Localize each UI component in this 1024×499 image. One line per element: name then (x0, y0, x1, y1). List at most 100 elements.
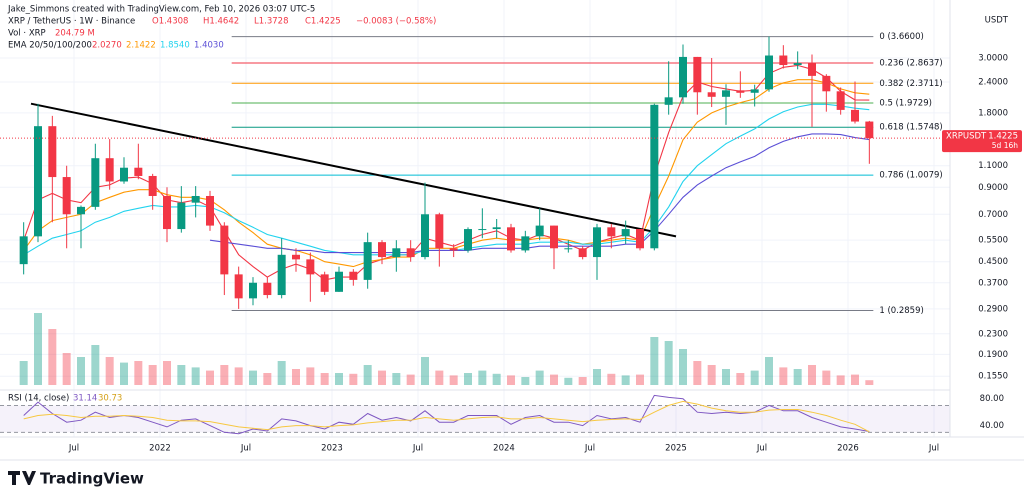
candle-body (736, 90, 745, 93)
volume-bar (378, 370, 386, 385)
volume-bar (607, 373, 616, 385)
candle-body (320, 274, 329, 292)
volume-bar (679, 349, 687, 385)
ema-line (23, 79, 870, 268)
candle-body (91, 158, 100, 207)
volume-bar (206, 370, 214, 385)
candle-body (148, 175, 157, 196)
candle-body (578, 248, 587, 258)
candle-body (478, 229, 487, 231)
candle-body (836, 91, 845, 110)
candle-body (722, 90, 730, 97)
volume-bar (435, 370, 444, 385)
volume-bar (707, 365, 716, 385)
volume-bar (636, 374, 644, 385)
countdown: 5d 16h (992, 141, 1018, 150)
ema-value: 1.8540 (160, 41, 190, 51)
x-tick-label: Jul (412, 444, 423, 454)
volume-bar (349, 373, 358, 385)
candle-body (349, 271, 358, 280)
rsi-value: 31.14 (73, 394, 97, 404)
volume-bar (564, 377, 573, 385)
candle-body (277, 254, 286, 296)
candle-body (636, 229, 644, 249)
candle-body (34, 126, 42, 237)
fib-label: 0.382 (2.3711) (879, 79, 942, 89)
candle-body (650, 104, 659, 249)
trendline (30, 102, 677, 238)
ohlc-value: C1.4225 (305, 17, 341, 27)
y-tick-label: 2.4000 (978, 77, 1008, 87)
ema-value: 2.1422 (126, 41, 156, 51)
volume-bar (521, 377, 530, 385)
volume-bar (793, 369, 802, 385)
candle-body (406, 248, 415, 258)
candle-body (163, 195, 171, 230)
candle-body (793, 63, 802, 66)
volume-bar (19, 361, 28, 385)
volume-bar (163, 361, 171, 385)
volume-bar (492, 373, 501, 385)
volume-bar (865, 380, 874, 385)
rsi-tick-label: 80.00 (980, 394, 1004, 404)
x-tick-label: 2022 (149, 444, 171, 454)
candle-body (249, 282, 257, 299)
candle-body (234, 274, 243, 299)
volume-bar (62, 353, 71, 385)
volume-bar (148, 365, 157, 385)
candle-body (306, 259, 315, 275)
axis-unit: USDT (985, 16, 1009, 26)
candle-body (48, 126, 57, 178)
volume-bar (550, 374, 558, 385)
volume-bar (191, 367, 200, 385)
volume-bar (693, 361, 702, 385)
fib-label: 0 (3.6600) (879, 32, 923, 42)
ohlc-value: O1.4308 (152, 17, 188, 27)
candle-body (292, 254, 300, 260)
ema-line (209, 133, 870, 254)
attribution: Jake_Simmons created with TradingView.co… (7, 5, 315, 15)
volume-bar (779, 367, 788, 385)
symbol: XRP / TetherUS · 1W · Binance (8, 17, 135, 27)
candle-body (851, 109, 859, 122)
candle-body (62, 177, 71, 215)
volume-bar (392, 373, 401, 385)
volume-bar (335, 373, 343, 385)
candle-body (693, 56, 702, 93)
volume-bar (621, 375, 630, 385)
last-price-name: XRPUSDT (946, 132, 987, 142)
y-tick-label: 0.9000 (978, 183, 1008, 193)
volume-bar (535, 370, 544, 385)
candle-body (507, 227, 515, 251)
volume-bar (363, 365, 372, 385)
x-tick-label: 2025 (665, 444, 687, 454)
candle-body (421, 214, 429, 258)
candle-body (564, 248, 573, 250)
y-tick-label: 0.7000 (978, 210, 1008, 220)
volume-bar (105, 357, 114, 385)
fib-label: 0.5 (1.9729) (879, 99, 932, 109)
y-tick-label: 0.2900 (978, 304, 1008, 314)
volume-bar (449, 375, 458, 385)
candle-body (808, 63, 816, 76)
candle-body (392, 248, 401, 258)
volume-bar (808, 365, 816, 385)
volume-bar (765, 357, 773, 385)
x-tick-label: Jul (240, 444, 251, 454)
ema-title: EMA 20/50/100/200 (8, 41, 92, 51)
volume-bar (120, 362, 128, 385)
volume-bar (406, 374, 415, 385)
candle-body (134, 167, 143, 176)
x-tick-label: Jul (68, 444, 79, 454)
y-tick-label: 0.1900 (978, 350, 1008, 360)
volume-bar (292, 369, 300, 385)
volume-bar (736, 373, 745, 385)
candle-body (822, 75, 831, 92)
x-tick-label: Jul (928, 444, 939, 454)
y-tick-label: 1.1000 (978, 161, 1008, 171)
candle-body (105, 158, 114, 182)
rsi-ma-line (23, 400, 870, 433)
volume-bar (750, 370, 759, 385)
rsi-tick-label: 40.00 (980, 421, 1004, 431)
